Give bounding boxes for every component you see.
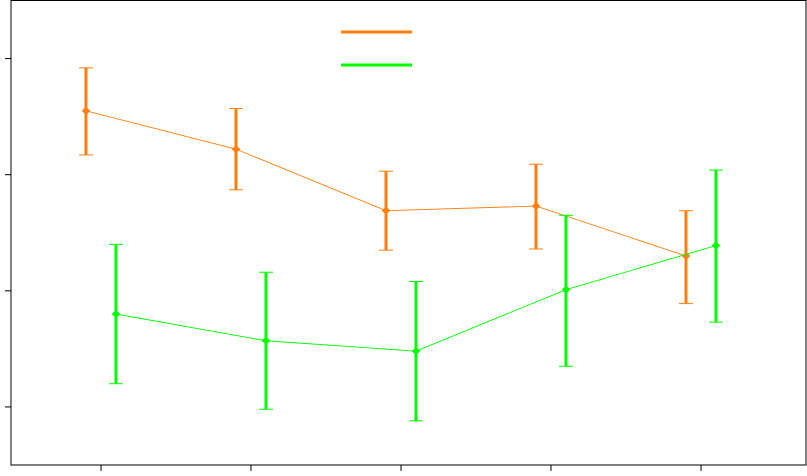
- plot-frame: [10, 0, 807, 466]
- legend: [341, 30, 412, 67]
- series-layer: [79, 67, 723, 422]
- series-1-point-3: [381, 206, 391, 216]
- series-1-point-2: [231, 144, 241, 154]
- series-2-point-2: [261, 336, 271, 346]
- series-1-point-4: [531, 201, 541, 211]
- series-1-point-1: [81, 106, 91, 116]
- series-2-point-4: [561, 285, 571, 295]
- series-2-point-1: [111, 309, 121, 319]
- series-2-point-5: [711, 241, 721, 250]
- series-2-point-3: [411, 346, 421, 356]
- series-2: [109, 169, 723, 422]
- axes: [5, 58, 702, 471]
- series-1: [79, 67, 693, 305]
